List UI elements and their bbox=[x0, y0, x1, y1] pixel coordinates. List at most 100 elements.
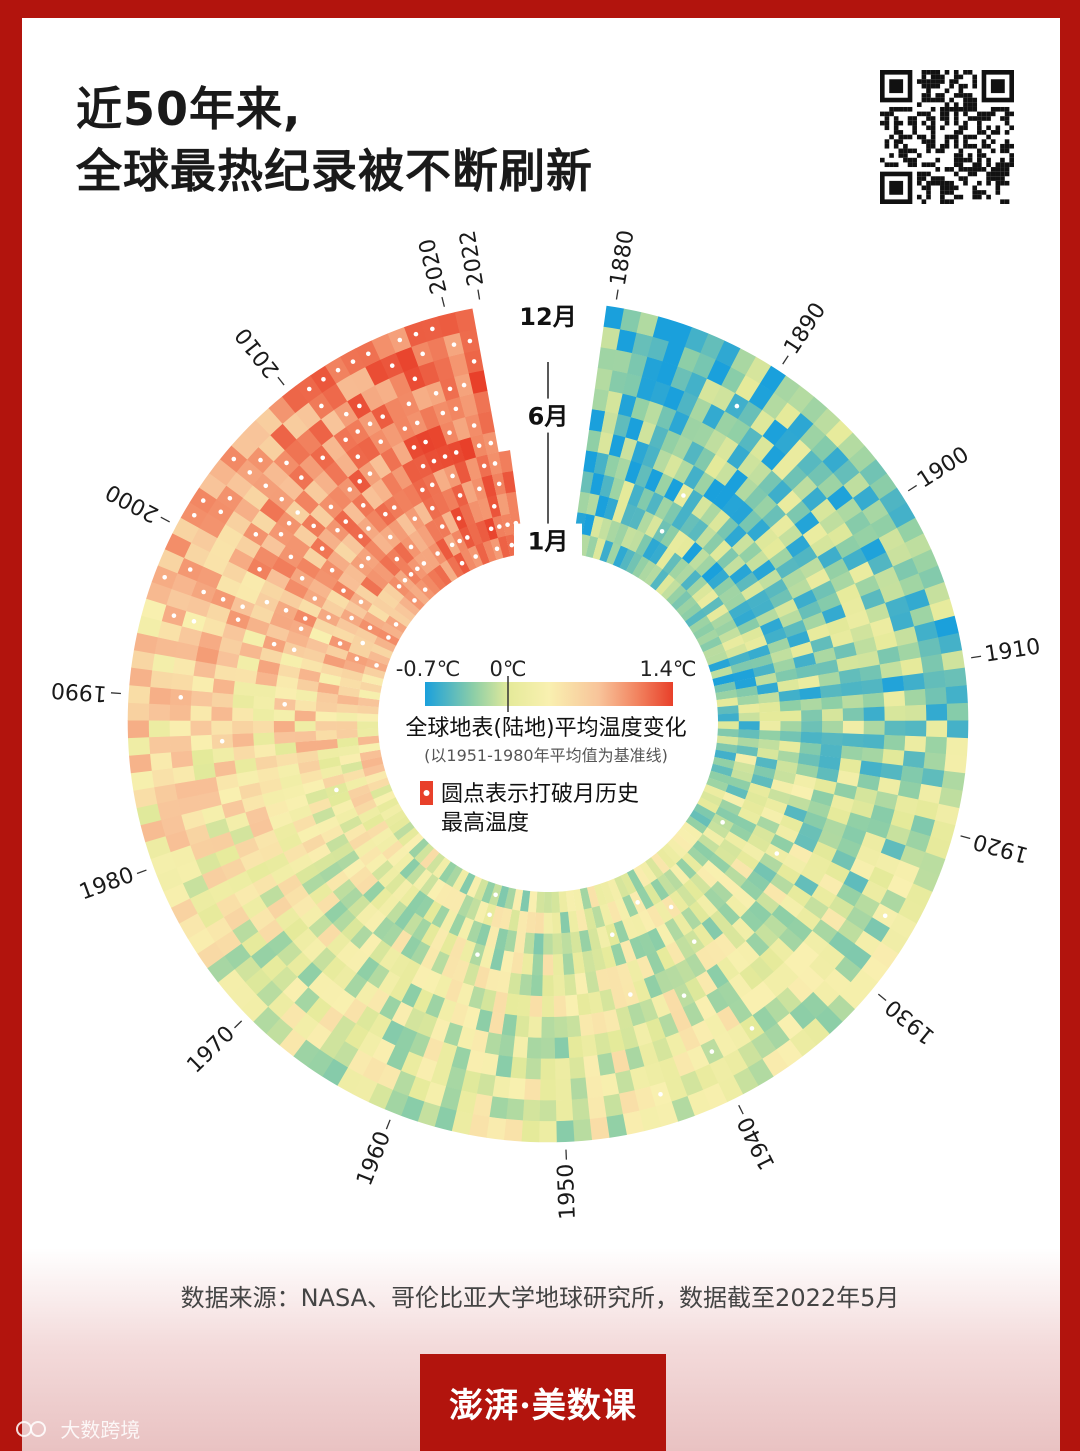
heatmap-cell bbox=[473, 878, 489, 902]
record-dot bbox=[311, 523, 316, 529]
heatmap-cell bbox=[803, 930, 829, 956]
heatmap-cell bbox=[420, 923, 441, 947]
heatmap-cell bbox=[702, 859, 725, 882]
heatmap-cell bbox=[703, 887, 726, 911]
heatmap-cell bbox=[299, 454, 325, 481]
heatmap-cell bbox=[655, 547, 676, 570]
heatmap-cell bbox=[786, 630, 811, 648]
heatmap-cell bbox=[296, 961, 323, 988]
heatmap-cell bbox=[759, 947, 785, 973]
heatmap-cell bbox=[854, 786, 878, 806]
heatmap-cell bbox=[252, 708, 275, 721]
heatmap-cell bbox=[412, 868, 433, 891]
heatmap-cell bbox=[174, 780, 199, 800]
heatmap-cell bbox=[747, 644, 771, 661]
heatmap-cell bbox=[882, 749, 905, 766]
heatmap-cell bbox=[914, 799, 939, 821]
heatmap-cell bbox=[700, 790, 723, 807]
heatmap-cell bbox=[441, 510, 460, 534]
heatmap-cell bbox=[756, 682, 779, 695]
heatmap-cell bbox=[325, 644, 349, 660]
heatmap-cell bbox=[860, 537, 887, 562]
heatmap-cell bbox=[587, 1096, 607, 1120]
heatmap-cell bbox=[692, 840, 715, 861]
heatmap-cell bbox=[652, 449, 673, 474]
heatmap-cell bbox=[684, 372, 708, 398]
heatmap-cell bbox=[359, 681, 382, 693]
heatmap-cell bbox=[676, 391, 699, 417]
heatmap-cell bbox=[738, 541, 763, 564]
heatmap-cell bbox=[863, 720, 885, 736]
heatmap-cell bbox=[315, 729, 338, 741]
record-dot bbox=[257, 566, 262, 572]
heatmap-cell bbox=[687, 1089, 712, 1116]
heatmap-cell bbox=[612, 349, 633, 374]
heatmap-cell bbox=[879, 487, 907, 514]
heatmap-cell bbox=[343, 998, 368, 1024]
heatmap-cell bbox=[565, 994, 579, 1017]
heatmap-cell bbox=[594, 494, 610, 518]
heatmap-cell bbox=[776, 1013, 804, 1041]
heatmap-cell bbox=[320, 765, 343, 780]
record-dot bbox=[383, 511, 388, 517]
heatmap-cell bbox=[661, 843, 682, 864]
heatmap-cell bbox=[622, 1110, 645, 1135]
heatmap-cell bbox=[747, 461, 773, 487]
heatmap-cell bbox=[389, 953, 411, 978]
heatmap-cell bbox=[665, 1032, 687, 1058]
heatmap-cell bbox=[837, 919, 864, 945]
heatmap-cell bbox=[934, 803, 960, 826]
heatmap-cell bbox=[321, 383, 348, 411]
heatmap-cell bbox=[643, 882, 662, 906]
heatmap-cell bbox=[689, 397, 713, 423]
heatmap-cell bbox=[148, 736, 171, 755]
heatmap-cell bbox=[305, 996, 332, 1024]
heatmap-cell bbox=[128, 684, 151, 704]
heatmap-cell bbox=[710, 880, 734, 904]
heatmap-cell bbox=[571, 1098, 590, 1121]
heatmap-cell bbox=[776, 987, 802, 1014]
record-dot bbox=[171, 613, 177, 618]
heatmap-cell bbox=[431, 905, 450, 929]
heatmap-cell bbox=[323, 900, 348, 924]
heatmap-cell bbox=[842, 548, 868, 572]
record-dot bbox=[487, 912, 492, 918]
heatmap-cell bbox=[526, 1037, 542, 1059]
heatmap-cell bbox=[190, 720, 212, 736]
heatmap-cell bbox=[672, 832, 693, 853]
heatmap-cell bbox=[514, 1015, 530, 1038]
heatmap-cell bbox=[912, 867, 940, 893]
heatmap-cell bbox=[816, 592, 842, 613]
heatmap-cell bbox=[456, 1026, 476, 1051]
heatmap-cell bbox=[836, 654, 860, 672]
heatmap-cell bbox=[632, 1022, 653, 1047]
heatmap-cell bbox=[869, 617, 895, 638]
heatmap-cell bbox=[273, 821, 298, 842]
heatmap-cell bbox=[286, 951, 313, 978]
heatmap-cell bbox=[676, 596, 698, 616]
year-tick-line bbox=[385, 1119, 391, 1130]
heatmap-cell bbox=[863, 917, 891, 943]
heatmap-cell bbox=[614, 1070, 635, 1094]
heatmap-cell bbox=[597, 1052, 616, 1076]
heatmap-cell bbox=[148, 720, 170, 738]
record-dot bbox=[380, 414, 386, 419]
heatmap-cell bbox=[770, 514, 795, 538]
heatmap-cell bbox=[612, 500, 628, 524]
heatmap-cell bbox=[810, 534, 836, 558]
heatmap-cell bbox=[783, 619, 807, 638]
heatmap-cell bbox=[693, 803, 716, 821]
heatmap-cell bbox=[432, 468, 452, 493]
heatmap-cell bbox=[215, 773, 239, 792]
heatmap-cell bbox=[712, 756, 736, 770]
heatmap-cell bbox=[751, 824, 776, 844]
heatmap-cell bbox=[369, 453, 392, 479]
heatmap-cell bbox=[273, 731, 296, 745]
heatmap-cell bbox=[730, 768, 754, 783]
heatmap-cell bbox=[918, 783, 943, 805]
heatmap-cell bbox=[647, 927, 666, 952]
heatmap-cell bbox=[336, 703, 358, 714]
heatmap-cell bbox=[654, 969, 675, 995]
heatmap-cell bbox=[645, 1017, 666, 1043]
heatmap-cell bbox=[650, 878, 670, 901]
